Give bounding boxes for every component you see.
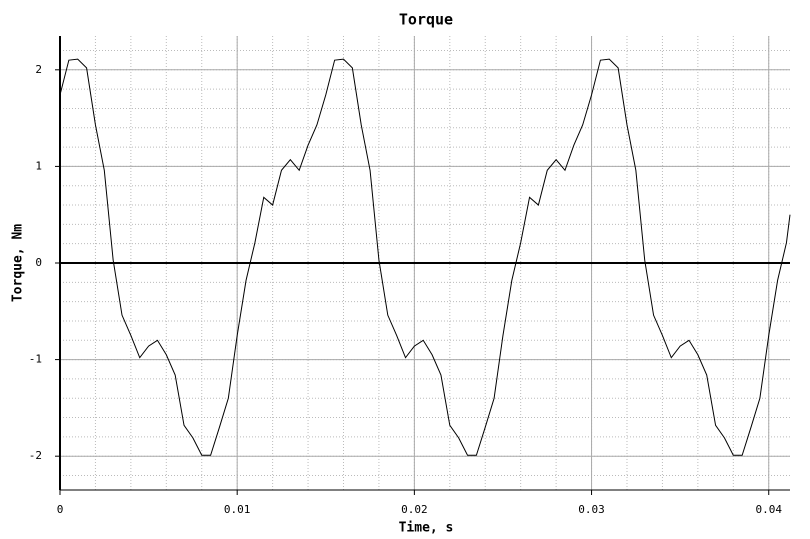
x-tick-label: 0.03 [578,503,605,516]
y-tick-label: 0 [35,256,42,269]
x-tick-label: 0.01 [224,503,251,516]
data-line [59,58,791,456]
y-axis-label: Torque, Nm [11,224,26,302]
y-tick-label: -1 [29,353,42,366]
x-axis-label: Time, s [399,521,454,536]
x-tick-label: 0 [57,503,64,516]
x-tick-label: 0.02 [401,503,428,516]
x-tick-label: 0.04 [755,503,782,516]
y-tick-label: 2 [35,63,42,76]
y-tick-label: 1 [35,159,42,172]
chart-title: Torque [399,11,453,29]
y-tick-label: -2 [29,449,42,462]
